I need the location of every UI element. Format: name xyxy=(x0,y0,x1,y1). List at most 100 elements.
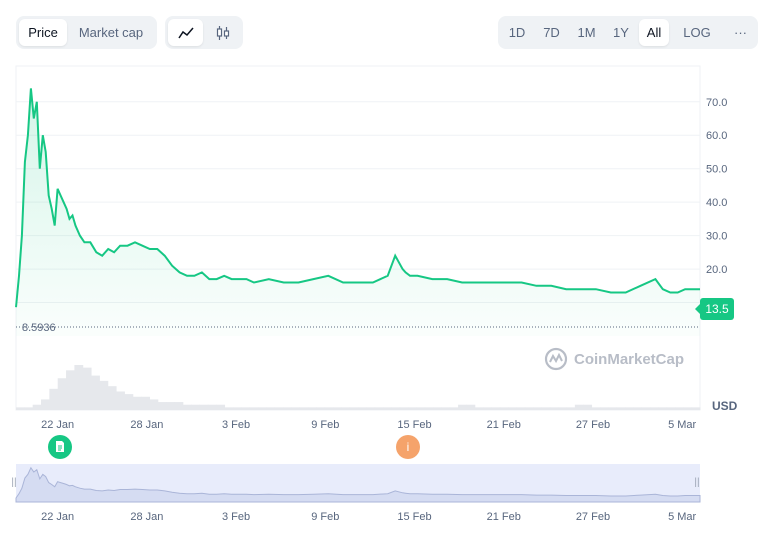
candlestick-icon xyxy=(216,25,229,40)
volume-bar xyxy=(483,407,492,410)
current-price-badge: 13.5 xyxy=(695,298,734,320)
volume-bar xyxy=(57,378,67,410)
volume-bar xyxy=(316,407,326,410)
volume-bar xyxy=(174,402,184,410)
x-tick-label: 15 Feb xyxy=(397,511,431,523)
volume-bar xyxy=(433,407,442,410)
volume-bar xyxy=(424,407,434,410)
volume-bar xyxy=(499,407,509,410)
x-tick-label: 22 Jan xyxy=(41,511,74,523)
volume-bar xyxy=(416,407,426,410)
volume-bar xyxy=(191,404,201,410)
y-tick-label: 60.0 xyxy=(706,130,727,142)
volume-bar xyxy=(32,404,42,410)
volume-bar xyxy=(474,407,484,410)
volume-bar xyxy=(216,404,226,410)
volume-bar xyxy=(533,407,543,410)
market-cap-tab[interactable]: Market cap xyxy=(78,25,144,40)
volume-bar xyxy=(291,407,301,410)
volume-bar xyxy=(391,407,401,410)
volume-bar xyxy=(583,404,593,410)
volume-bar xyxy=(624,407,634,410)
volume-bar xyxy=(257,407,267,410)
x-tick-label: 21 Feb xyxy=(487,419,521,431)
volume-bar xyxy=(491,407,501,410)
more-options-button[interactable]: ··· xyxy=(734,25,747,40)
y-tick-label: 70.0 xyxy=(706,97,727,109)
range-1m[interactable]: 1M xyxy=(577,25,596,40)
y-tick-label: 20.0 xyxy=(706,264,727,276)
volume-bar xyxy=(466,404,476,410)
info-event-marker[interactable]: i xyxy=(396,435,420,459)
volume-bar xyxy=(16,407,25,410)
volume-bar xyxy=(149,399,159,410)
range-1y[interactable]: 1Y xyxy=(613,25,629,40)
volume-bar xyxy=(274,407,284,410)
x-tick-label: 21 Feb xyxy=(487,511,521,523)
info-icon: i xyxy=(406,440,410,454)
volume-bar xyxy=(633,407,643,410)
volume-bar xyxy=(558,407,568,410)
volume-bar xyxy=(116,391,125,410)
candlestick-button[interactable] xyxy=(205,19,240,46)
x-tick-label: 5 Mar xyxy=(668,511,696,523)
volume-bar xyxy=(616,407,626,410)
volume-bar xyxy=(207,404,217,410)
volume-bar xyxy=(266,407,276,410)
volume-bar xyxy=(549,407,559,410)
log-scale-toggle[interactable]: LOG xyxy=(683,25,711,40)
volume-bar xyxy=(349,407,359,410)
range-1d[interactable]: 1D xyxy=(508,25,526,40)
x-tick-label: 15 Feb xyxy=(397,419,431,431)
volume-bar xyxy=(182,404,192,410)
volume-bar xyxy=(99,380,109,410)
volume-bar xyxy=(82,367,92,410)
x-tick-label: 9 Feb xyxy=(311,511,339,523)
volume-bar xyxy=(383,407,392,410)
volume-bar xyxy=(599,407,609,410)
coinmarketcap-logo xyxy=(544,347,568,371)
navigator-right-handle[interactable]: || xyxy=(694,477,700,488)
x-tick-label: 27 Feb xyxy=(576,511,610,523)
y-tick-label: 40.0 xyxy=(706,197,727,209)
volume-bar xyxy=(449,407,459,410)
volume-bar xyxy=(124,394,134,410)
volume-bar xyxy=(399,407,409,410)
x-tick-label: 9 Feb xyxy=(311,419,339,431)
line-chart-icon xyxy=(177,27,194,38)
price-tab[interactable]: Price xyxy=(19,19,67,46)
x-tick-label: 22 Jan xyxy=(41,419,74,431)
news-event-marker[interactable] xyxy=(48,435,72,459)
x-tick-label: 3 Feb xyxy=(222,419,250,431)
line-chart-button[interactable] xyxy=(168,19,203,46)
volume-bar xyxy=(408,407,417,410)
y-tick-label: 50.0 xyxy=(706,164,727,176)
volume-bar xyxy=(341,407,351,410)
volume-bar xyxy=(241,407,251,410)
volume-bar xyxy=(91,375,100,410)
volume-bar xyxy=(541,407,551,410)
range-7d[interactable]: 7D xyxy=(543,25,560,40)
x-tick-label: 3 Feb xyxy=(222,511,250,523)
price-line xyxy=(15,88,700,308)
range-all[interactable]: All xyxy=(639,19,669,46)
volume-bar xyxy=(458,404,467,410)
volume-bar xyxy=(232,407,242,410)
volume-bar xyxy=(674,407,684,410)
volume-bar xyxy=(132,396,142,410)
volume-bar xyxy=(307,407,317,410)
volume-bar xyxy=(24,407,34,410)
volume-bar xyxy=(49,388,59,410)
volume-bar xyxy=(66,370,75,410)
volume-bar xyxy=(649,407,659,410)
volume-bar xyxy=(157,402,167,410)
x-tick-label: 28 Jan xyxy=(130,419,163,431)
volume-bar xyxy=(324,407,334,410)
volume-bar xyxy=(591,407,601,410)
volume-bar xyxy=(524,407,534,410)
metric-toggle: Price Market cap xyxy=(16,16,157,49)
volume-bar xyxy=(658,407,668,410)
watermark-text: CoinMarketCap xyxy=(574,350,685,368)
navigator-left-handle[interactable]: || xyxy=(11,477,17,488)
